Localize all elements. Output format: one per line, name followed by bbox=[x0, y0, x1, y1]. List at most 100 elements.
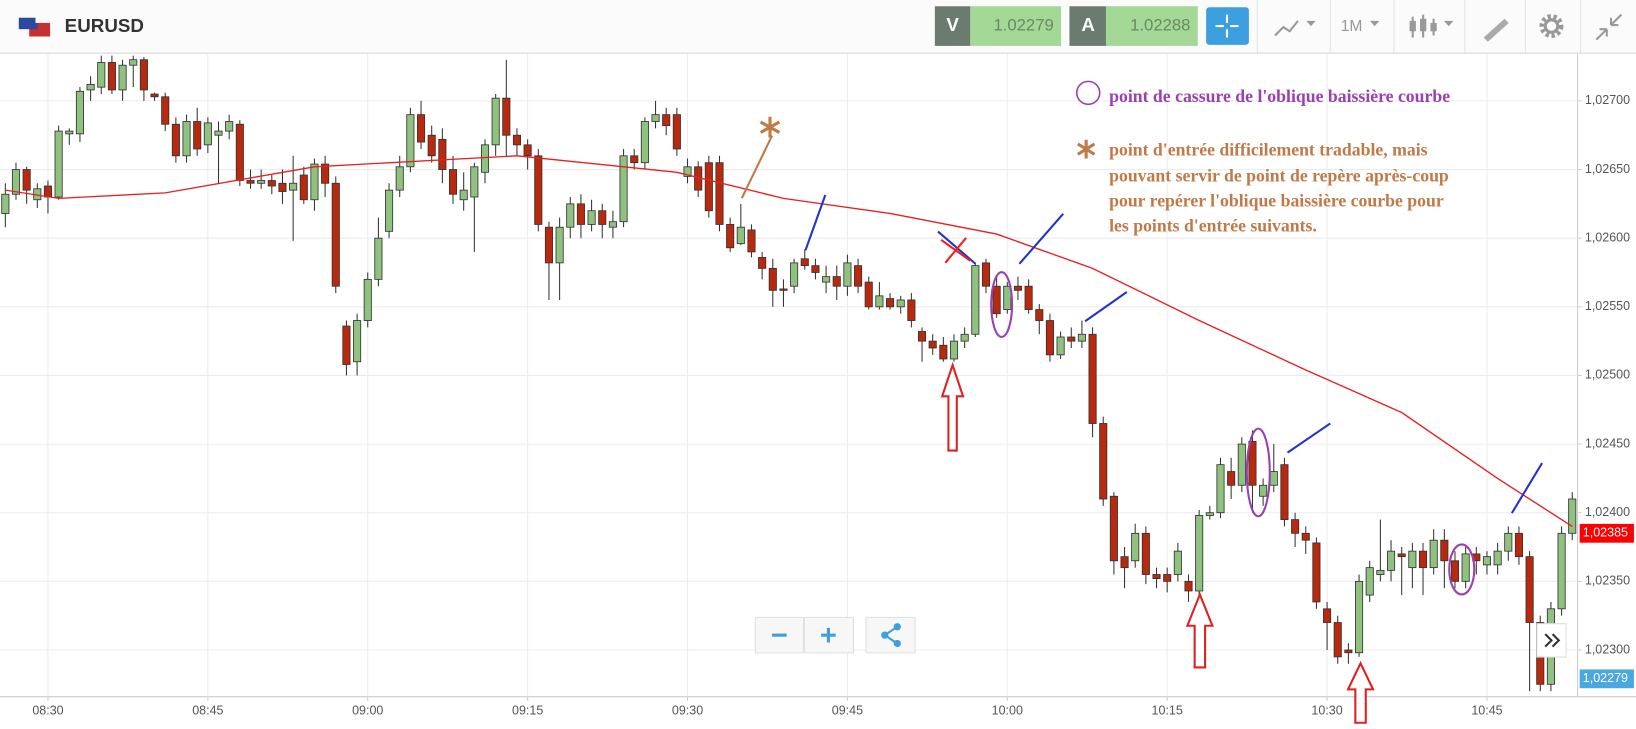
candle-body bbox=[416, 114, 426, 143]
candle-body bbox=[726, 224, 735, 249]
symbol: EURUSD bbox=[65, 15, 144, 36]
x-tick-label: 09:30 bbox=[672, 704, 703, 718]
candle-body bbox=[1109, 495, 1118, 562]
candle-body bbox=[896, 299, 905, 308]
zoom-in[interactable] bbox=[803, 616, 854, 654]
y-tick-label: 1,02500 bbox=[1585, 368, 1630, 382]
share[interactable] bbox=[865, 616, 916, 654]
candle-body bbox=[1557, 532, 1566, 610]
crosshair-button[interactable] bbox=[1206, 7, 1249, 45]
candle-body bbox=[928, 340, 937, 349]
candle-body bbox=[758, 256, 767, 269]
buy-label: A bbox=[1081, 14, 1095, 35]
candle-body bbox=[214, 130, 223, 136]
toolbar-separators bbox=[1256, 0, 1582, 54]
x-tick-label: 09:45 bbox=[832, 704, 863, 718]
candle-body bbox=[1259, 484, 1268, 497]
candle-body bbox=[1227, 471, 1236, 486]
candle-body bbox=[555, 226, 564, 264]
candle-body bbox=[523, 144, 532, 157]
candle-body bbox=[683, 166, 692, 177]
y-tick-label: 1,02450 bbox=[1585, 436, 1630, 450]
x-tick-label: 08:30 bbox=[32, 704, 63, 718]
candle-body bbox=[747, 229, 756, 253]
plot bbox=[1, 55, 1577, 692]
candle-body bbox=[1237, 443, 1246, 486]
legend-circle bbox=[1075, 80, 1101, 106]
zoom-controls bbox=[754, 616, 1567, 658]
timeframe-button[interactable]: 1M bbox=[1341, 18, 1380, 35]
candle-body bbox=[1504, 532, 1513, 552]
candle-body bbox=[640, 121, 649, 164]
chart-type-button[interactable] bbox=[1409, 14, 1454, 38]
candle-body bbox=[22, 169, 31, 191]
candle-body bbox=[822, 276, 831, 283]
candle-body bbox=[235, 123, 244, 181]
candle-body bbox=[1312, 542, 1321, 603]
indicator-button[interactable] bbox=[1274, 20, 1316, 37]
timeframe: 1M bbox=[1341, 18, 1363, 35]
collapse-button[interactable] bbox=[1595, 13, 1623, 41]
candle-body bbox=[715, 162, 724, 225]
star-note-line: point d'entrée difficilement tradable, m… bbox=[1109, 139, 1428, 159]
candle-body bbox=[1099, 423, 1108, 500]
candle-body bbox=[1152, 574, 1161, 580]
candle-body bbox=[225, 121, 234, 132]
candle-body bbox=[1333, 622, 1342, 658]
y-tick-label: 1,02700 bbox=[1585, 93, 1630, 107]
candle-body bbox=[491, 97, 500, 146]
y-tick-label: 1,02550 bbox=[1585, 299, 1630, 313]
candle-body bbox=[939, 344, 948, 360]
candle-body bbox=[1323, 608, 1332, 623]
legend-star bbox=[1076, 139, 1096, 159]
candle-body bbox=[587, 210, 596, 225]
candle-body bbox=[1088, 333, 1097, 424]
candle-body bbox=[65, 130, 74, 135]
candle-body bbox=[129, 59, 138, 66]
buy-button[interactable]: A 1.02288 bbox=[1069, 6, 1198, 46]
scroll-right[interactable] bbox=[1536, 623, 1567, 658]
candle-body bbox=[1077, 333, 1086, 342]
draw-button[interactable] bbox=[1483, 18, 1509, 42]
candle-body bbox=[1493, 550, 1502, 566]
sell-button[interactable]: V 1.02279 bbox=[934, 6, 1062, 46]
candle-body bbox=[1450, 560, 1460, 582]
break-circles bbox=[990, 271, 1476, 596]
candle-body bbox=[150, 93, 159, 98]
candle-body bbox=[981, 262, 991, 287]
y-tick-label: 1,02650 bbox=[1585, 162, 1630, 176]
candle-body bbox=[448, 169, 458, 195]
candle-body bbox=[960, 333, 969, 342]
candle-body bbox=[1397, 553, 1406, 558]
candle-body bbox=[1045, 320, 1054, 356]
candle-body bbox=[843, 262, 852, 287]
candle-body bbox=[907, 299, 916, 321]
candle-body bbox=[139, 59, 148, 91]
candle-body bbox=[1408, 550, 1417, 569]
price-tag-bg bbox=[1579, 669, 1634, 689]
candle-body bbox=[1173, 550, 1182, 575]
candle-body bbox=[97, 62, 106, 88]
candle-body bbox=[171, 123, 180, 157]
price-tag: 1,02279 bbox=[1583, 671, 1628, 685]
candle-body bbox=[459, 189, 468, 201]
x-tick-label: 10:30 bbox=[1311, 704, 1342, 718]
y-tick-label: 1,02400 bbox=[1585, 505, 1630, 519]
price-tag: 1,02385 bbox=[1583, 526, 1628, 540]
candle-body bbox=[374, 237, 383, 280]
candle-body bbox=[662, 114, 671, 127]
candle-body bbox=[1056, 336, 1065, 356]
zoom-out[interactable] bbox=[754, 616, 804, 654]
settings-button[interactable] bbox=[1539, 14, 1564, 39]
y-tick-label: 1,02600 bbox=[1585, 230, 1630, 244]
candle-body bbox=[267, 180, 276, 187]
candle-body bbox=[534, 155, 543, 225]
star-pointer bbox=[740, 135, 774, 199]
candle-body bbox=[1067, 336, 1076, 342]
candle-body bbox=[299, 174, 308, 201]
trend-marks bbox=[804, 194, 1543, 514]
candle-body bbox=[353, 320, 362, 363]
candle-body bbox=[1376, 569, 1385, 575]
candle-body bbox=[768, 267, 777, 291]
candle-body bbox=[598, 210, 607, 225]
